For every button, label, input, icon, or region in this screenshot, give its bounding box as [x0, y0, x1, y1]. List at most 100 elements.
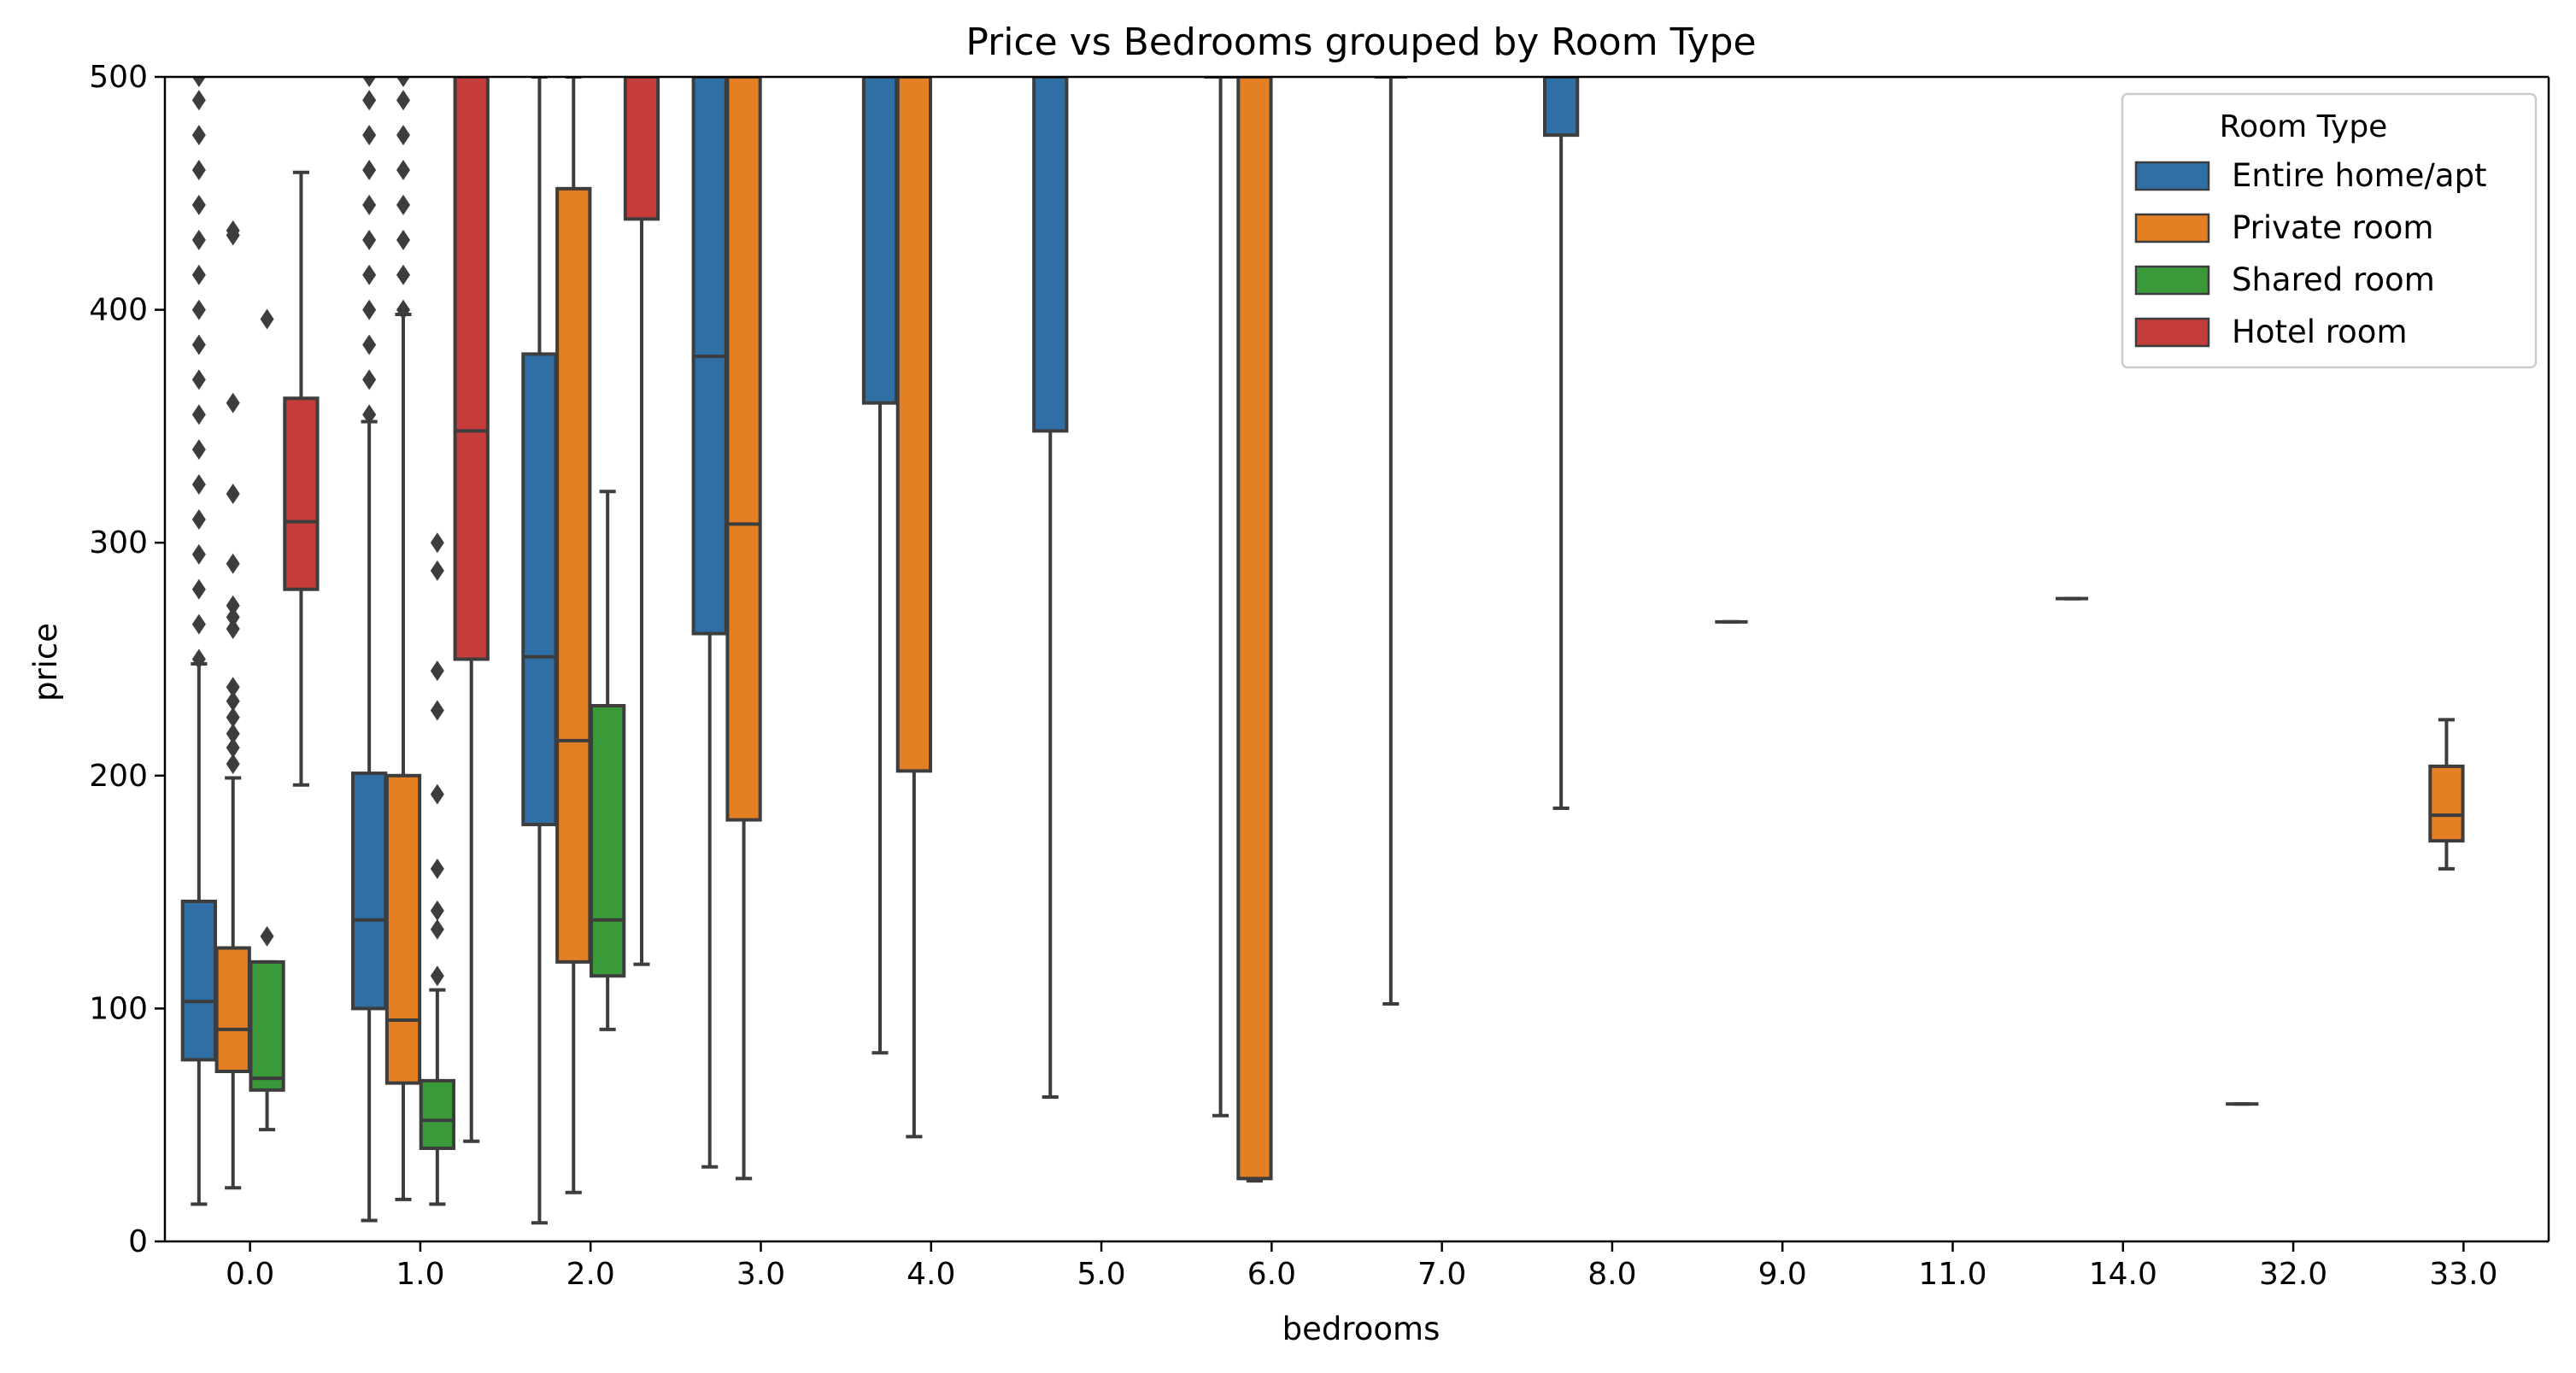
outlier-point	[226, 690, 240, 712]
outlier-point	[226, 707, 240, 728]
box-body	[861, 77, 899, 405]
x-tick-label: 2.0	[566, 1257, 615, 1292]
box-private-room-1.0	[384, 77, 422, 1201]
x-tick-label: 8.0	[1587, 1257, 1636, 1292]
box-body	[351, 772, 388, 1011]
outlier-point	[226, 607, 240, 628]
outlier-point	[362, 125, 377, 146]
outlier-point	[226, 619, 240, 640]
outlier-point	[226, 483, 240, 504]
x-tick-label: 11.0	[1918, 1257, 1986, 1292]
outlier-point	[226, 595, 240, 616]
legend-swatch	[2134, 265, 2210, 296]
x-tick-label: 4.0	[907, 1257, 955, 1292]
outlier-point	[191, 264, 206, 285]
box-private-room-33.0	[2428, 718, 2465, 871]
outlier-point	[191, 648, 206, 670]
box-body	[419, 1078, 455, 1150]
outlier-point	[226, 677, 240, 698]
legend-title: Room Type	[2220, 109, 2388, 144]
y-tick-label: 300	[89, 525, 148, 560]
outlier-point	[362, 229, 377, 250]
outlier-point	[396, 125, 410, 146]
outlier-point	[191, 543, 206, 565]
x-tick-label: 6.0	[1247, 1257, 1296, 1292]
box-entire-home-apt-5.0	[1032, 77, 1069, 1099]
outlier-point	[226, 737, 240, 759]
boxes-group	[180, 77, 2465, 1225]
outlier-point	[226, 723, 240, 744]
box-body	[623, 77, 660, 221]
box-entire-home-apt-0.0	[180, 77, 217, 1206]
box-body	[249, 959, 285, 1092]
outlier-point	[362, 334, 377, 355]
box-body	[555, 186, 592, 964]
y-tick-label: 0	[128, 1224, 148, 1259]
outlier-point	[430, 900, 444, 921]
legend-entry: Entire home/apt	[2232, 157, 2487, 194]
outlier-point	[396, 77, 410, 87]
outlier-point	[362, 160, 377, 181]
box-body	[895, 77, 932, 773]
y-tick-label: 400	[89, 293, 148, 328]
y-axis-label: price	[27, 623, 64, 701]
x-tick-label: 9.0	[1758, 1257, 1807, 1292]
outlier-point	[362, 90, 377, 111]
x-axis-label: bedrooms	[1282, 1311, 1441, 1347]
x-tick-label: 1.0	[396, 1257, 444, 1292]
outlier-point	[396, 90, 410, 111]
outlier-point	[430, 965, 444, 987]
outlier-point	[191, 439, 206, 461]
outlier-point	[396, 299, 410, 320]
outlier-point	[191, 404, 206, 425]
outlier-point	[362, 264, 377, 285]
outlier-point	[191, 474, 206, 496]
box-entire-home-apt-8.0	[1543, 77, 1580, 810]
box-hotel-room-0.0	[283, 170, 320, 787]
legend-box	[2121, 92, 2538, 369]
legend-entry: Shared room	[2232, 261, 2435, 298]
x-tick-label: 0.0	[226, 1257, 274, 1292]
outlier-point	[396, 194, 410, 215]
legend: Room Type Entire home/apt Private room Shar…	[2121, 92, 2538, 369]
box-body	[725, 77, 762, 822]
x-tick-label: 3.0	[736, 1257, 785, 1292]
axes: 0 100 200 300 400 500 0.0 1.0 2.0 3.0 4.0 5.0 6.0 7.0…	[89, 60, 2550, 1292]
box-hotel-room-1.0	[453, 77, 490, 1143]
outlier-point	[260, 308, 274, 330]
box-entire-home-apt-6.0	[1204, 77, 1237, 1118]
box-entire-home-apt-7.0	[1374, 77, 1407, 1006]
outlier-point	[226, 392, 240, 414]
outlier-point	[226, 220, 240, 241]
box-body	[2428, 764, 2465, 843]
box-private-room-0.0	[214, 220, 251, 1190]
box-private-room-3.0	[725, 77, 762, 1181]
box-entire-home-apt-4.0	[861, 77, 899, 1055]
y-tick-label: 500	[89, 60, 148, 95]
outlier-point	[362, 299, 377, 320]
outlier-point	[396, 160, 410, 181]
legend-entry: Hotel room	[2232, 314, 2408, 350]
box-body	[214, 946, 251, 1074]
box-body	[521, 352, 558, 827]
box-body	[384, 773, 422, 1085]
box-body	[283, 396, 320, 591]
outlier-point	[430, 783, 444, 805]
outlier-point	[191, 369, 206, 390]
outlier-point	[191, 160, 206, 181]
legend-swatch	[2134, 317, 2210, 348]
y-tick-label: 200	[89, 759, 148, 794]
box-body	[1032, 77, 1069, 433]
outlier-point	[226, 553, 240, 574]
outlier-point	[191, 125, 206, 146]
box-shared-room-2.0	[590, 490, 626, 1031]
outlier-point	[191, 229, 206, 250]
box-body	[590, 704, 626, 978]
box-private-room-2.0	[555, 77, 592, 1194]
outlier-point	[362, 77, 377, 87]
box-entire-home-apt-1.0	[351, 77, 388, 1223]
legend-entry: Private room	[2232, 209, 2433, 246]
outlier-point	[396, 229, 410, 250]
